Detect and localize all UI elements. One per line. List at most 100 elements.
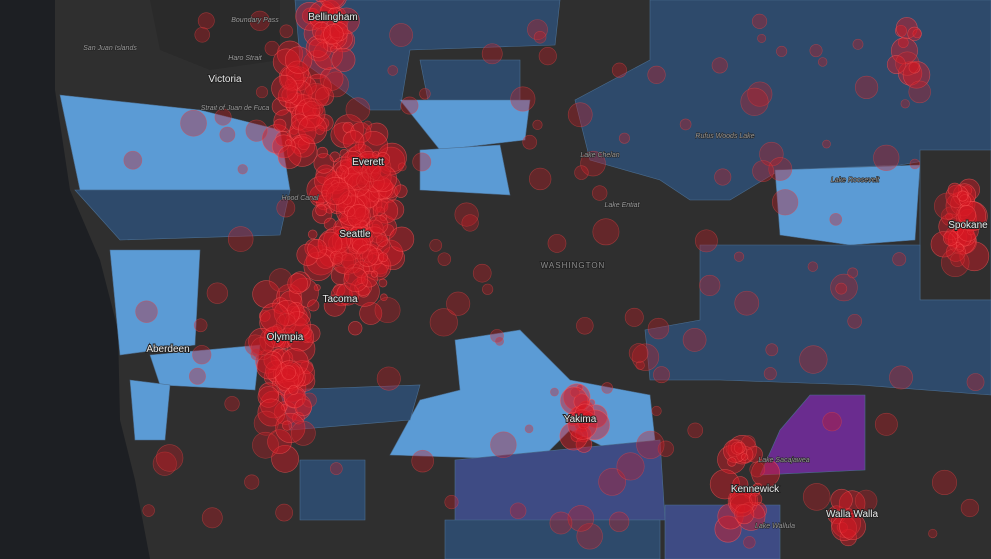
dot [400,96,419,115]
dot [830,273,858,302]
dot [907,26,922,41]
place-label: San Juan Islands [83,45,137,52]
county [774,164,921,246]
dot [598,468,627,496]
place-label: Haro Strait [228,55,263,62]
dot [308,38,329,58]
dot [224,396,240,412]
dot [279,24,294,38]
dot [342,130,365,152]
dot [297,137,311,151]
place-label: Walla Walla [826,509,878,520]
place-label: Lake Entiat [604,202,640,209]
dot [282,420,293,431]
dot [749,461,766,478]
dot [567,505,595,532]
county [279,384,421,431]
dot [123,150,143,170]
dot [576,523,603,550]
dot [768,157,793,181]
dot [271,444,299,473]
dot [312,21,331,41]
dots [123,0,990,550]
dot [624,307,644,327]
dot [365,154,392,181]
dot [281,86,299,104]
place-label: Olympia [267,332,304,343]
dot [271,75,298,102]
dot [847,313,863,329]
dot [835,282,848,295]
dot [733,251,745,262]
dot [180,109,207,137]
dot [358,130,389,161]
dot [776,45,788,57]
dot [576,317,594,335]
dot [547,234,567,253]
dot [592,218,620,246]
dot [889,365,913,390]
dot [533,30,547,44]
dot [807,261,818,272]
dot [956,244,965,252]
dot [529,167,552,191]
dot [155,444,184,472]
dot [313,284,321,292]
dot [333,7,360,35]
dot [725,439,743,457]
dot [289,271,311,293]
vancouver-island [150,0,280,70]
dot [895,51,920,76]
dot [350,122,372,144]
dot [301,392,317,408]
dot [647,317,670,340]
dot [365,122,389,146]
dot [574,165,589,180]
county [444,519,661,559]
dot [227,226,254,252]
dot [839,513,866,541]
dot [294,398,312,417]
dot [315,125,325,135]
dot [618,132,630,144]
dot [734,290,760,316]
dot [943,230,959,246]
dot [950,252,965,267]
dot [892,252,907,267]
dot [244,334,267,356]
place-label: Lake Chelan [580,152,619,159]
dot [397,162,407,172]
county [129,379,171,441]
dot [958,178,981,201]
dot [454,202,479,227]
dot [799,345,828,374]
dot [296,243,319,266]
dot [379,213,388,221]
dot [329,22,349,42]
dot [567,102,593,128]
dot [714,168,732,186]
dot [344,165,369,190]
dot [752,160,774,182]
dot [290,113,308,131]
dot [356,244,379,267]
dot [817,57,828,67]
dot [276,313,297,334]
dot [192,345,212,365]
dot [331,180,339,188]
dot [315,0,327,3]
dot [751,13,768,29]
counties [59,0,991,559]
place-label: Aberdeen [146,344,189,355]
dot [252,280,281,309]
dot [679,118,692,131]
dot [752,482,763,494]
dot [366,219,384,237]
dot [389,226,415,252]
dot [346,204,371,229]
dot [323,71,349,98]
dot [315,27,332,44]
dot [286,79,313,106]
dot [616,452,645,481]
dot [277,145,302,169]
